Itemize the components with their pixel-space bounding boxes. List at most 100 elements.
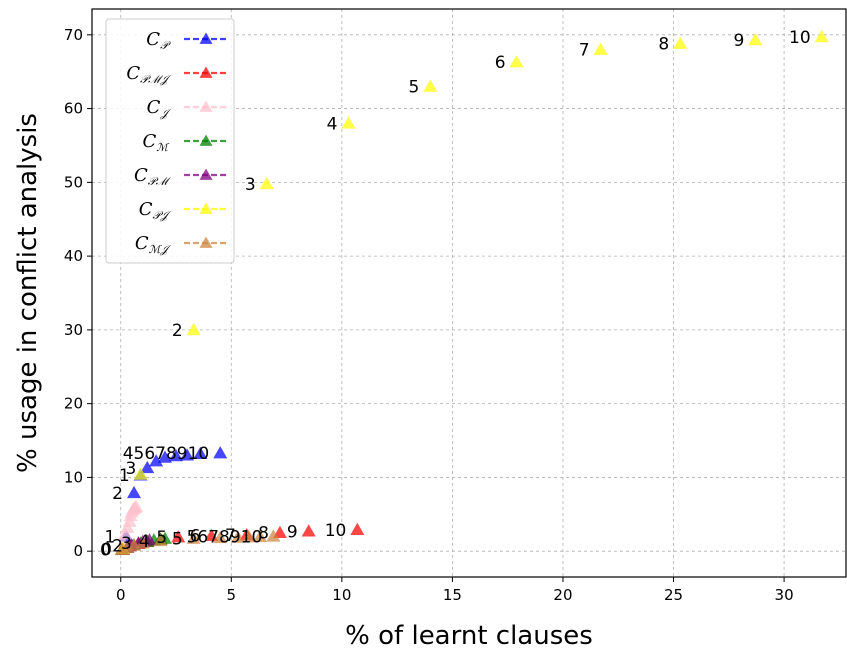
x-tick-label: 20 <box>553 586 572 604</box>
point-label: 4 <box>139 532 150 552</box>
legend-marker <box>199 202 213 214</box>
data-point <box>350 522 365 536</box>
point-label: 8 <box>658 35 669 55</box>
data-point <box>266 529 281 542</box>
point-label: 2 <box>172 321 183 341</box>
legend-label: C𝒫ℳ <box>134 165 172 188</box>
y-tick-label: 70 <box>64 26 83 44</box>
y-axis-title: % usage in conflict analysis <box>13 113 43 473</box>
x-tick-label: 5 <box>227 586 237 604</box>
data-points <box>114 30 829 555</box>
legend-item: Cℳ𝒥 <box>135 233 228 256</box>
data-point <box>127 485 142 499</box>
point-label: 4 <box>327 114 338 134</box>
legend-item: C𝒫 <box>146 29 228 52</box>
point-label: 3 <box>121 534 132 554</box>
data-point <box>241 530 256 543</box>
data-point <box>133 467 148 480</box>
point-label: 5 <box>408 77 419 97</box>
data-point <box>204 528 219 541</box>
point-label: 10 <box>789 28 811 48</box>
y-axis-ticks: 0 10 20 30 40 50 60 70 <box>64 26 92 560</box>
data-point <box>186 531 201 544</box>
y-tick-label: 60 <box>64 100 83 118</box>
point-label: 6 <box>495 53 506 73</box>
legend-label: C𝒫 <box>146 29 171 52</box>
legend-label: C𝒫𝒥 <box>139 199 173 222</box>
x-tick-label: 30 <box>775 586 794 604</box>
data-point <box>213 446 228 459</box>
point-label: 5 <box>172 530 183 550</box>
point-label: 2 <box>112 484 123 504</box>
x-axis-title: % of learnt clauses <box>345 621 593 651</box>
point-label: 9 <box>287 522 298 542</box>
data-point <box>140 460 155 474</box>
x-axis-ticks: 0 5 10 15 20 25 30 <box>116 577 794 604</box>
y-tick-label: 10 <box>64 468 83 486</box>
data-point <box>193 446 208 460</box>
point-label: 0 <box>100 541 111 561</box>
y-tick-label: 40 <box>64 247 83 265</box>
data-point <box>341 116 356 129</box>
legend-item: C𝒫ℳ𝒥 <box>126 63 228 86</box>
point-label: 3 <box>125 459 136 479</box>
legend-label: Cℳ𝒥 <box>135 233 173 256</box>
point-label: 7 <box>225 526 236 546</box>
legend-marker <box>199 66 213 78</box>
y-tick-label: 0 <box>73 542 83 560</box>
data-point <box>230 530 245 543</box>
data-point <box>259 176 274 190</box>
point-label: 10 <box>325 521 347 541</box>
point-label: 7 <box>579 41 590 61</box>
y-tick-label: 20 <box>64 395 83 413</box>
data-point <box>253 529 268 543</box>
legend-marker <box>199 32 213 44</box>
series-C_J <box>114 499 144 555</box>
data-point <box>149 454 164 467</box>
legend-label: C𝒫ℳ𝒥 <box>126 63 172 86</box>
data-point <box>423 79 438 92</box>
y-tick-label: 30 <box>64 321 83 339</box>
x-tick-label: 25 <box>664 586 683 604</box>
point-label: 1 <box>104 527 115 547</box>
data-point <box>301 524 316 537</box>
legend-marker <box>199 100 213 112</box>
x-tick-label: 10 <box>332 586 351 604</box>
data-point <box>129 499 144 513</box>
data-point <box>180 448 195 461</box>
legend-item: C𝒫ℳ <box>134 165 228 188</box>
legend-marker <box>199 236 213 248</box>
point-label: 1 <box>119 466 130 486</box>
point-label: 6 <box>190 527 201 547</box>
series-C_PJ <box>115 30 829 555</box>
point-label: 3 <box>245 175 256 195</box>
data-point <box>153 533 168 547</box>
data-point <box>814 30 829 43</box>
data-point <box>171 530 186 543</box>
data-point <box>593 42 608 55</box>
point-label: 2 <box>112 536 123 556</box>
legend-item: Cℳ <box>142 131 228 154</box>
data-point <box>509 55 524 68</box>
point-label: 5 <box>156 528 167 548</box>
data-point <box>748 32 763 46</box>
data-point <box>673 36 688 49</box>
gridlines <box>92 9 846 577</box>
legend-label: Cℳ <box>142 131 170 154</box>
legend-marker <box>199 134 213 146</box>
legend-item: C𝒫𝒥 <box>139 199 228 222</box>
x-tick-label: 0 <box>116 586 126 604</box>
data-point <box>186 322 201 336</box>
data-point <box>135 536 150 549</box>
plot-frame <box>91 8 847 578</box>
legend-box <box>105 18 235 264</box>
y-tick-label: 50 <box>64 173 83 191</box>
legend-marker <box>199 168 213 180</box>
series-C_MJ <box>114 529 281 555</box>
data-point <box>118 527 133 540</box>
data-point <box>213 530 228 544</box>
point-label: 5678910 <box>187 527 263 547</box>
